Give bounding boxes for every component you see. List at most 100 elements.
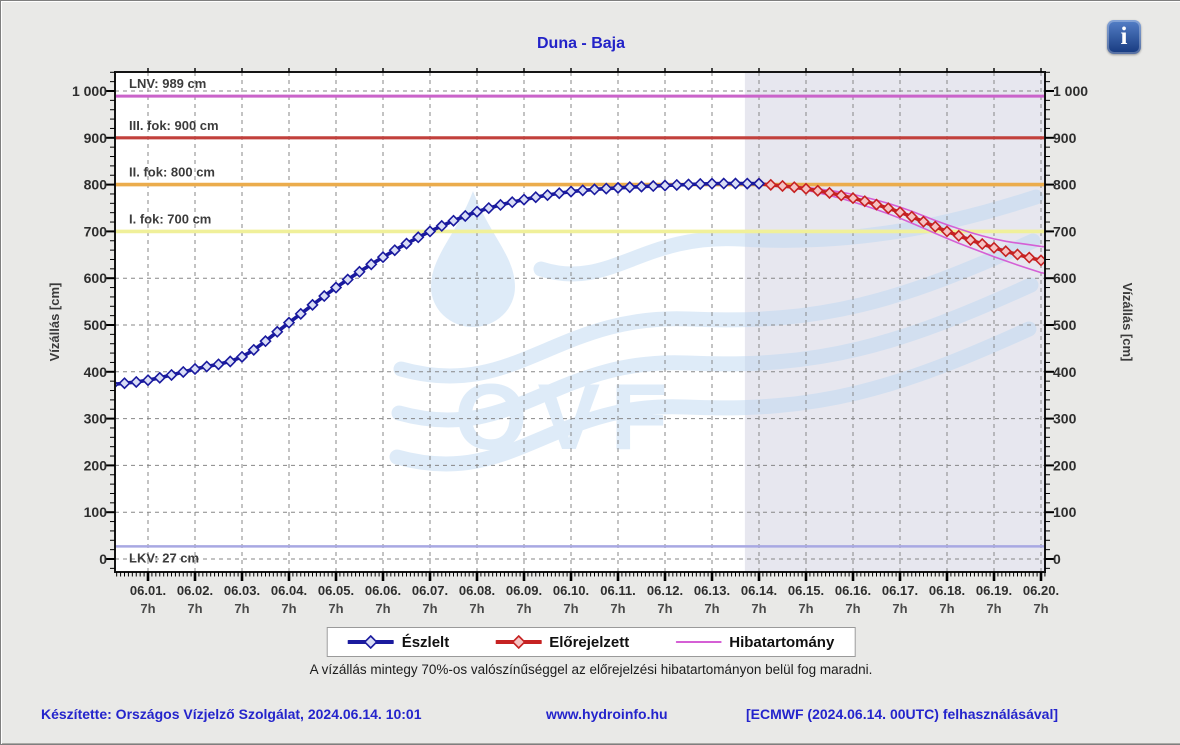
svg-text:900: 900 <box>84 130 108 146</box>
svg-text:1 000: 1 000 <box>72 83 107 99</box>
y-axis-title-right: Vízállás [cm] <box>1120 283 1135 362</box>
legend: Észlelt Előrejelzett Hibatartomány <box>326 627 856 657</box>
reference-lines: LNV: 989 cm III. fok: 900 cm II. fok: 800 … <box>115 76 1045 565</box>
svg-text:200: 200 <box>1053 457 1077 473</box>
svg-text:7h: 7h <box>986 601 1001 616</box>
svg-text:7h: 7h <box>751 601 766 616</box>
svg-text:800: 800 <box>84 177 108 193</box>
svg-text:II. fok: 800 cm: II. fok: 800 cm <box>129 165 215 180</box>
svg-text:06.08.: 06.08. <box>459 583 495 598</box>
svg-text:06.07.: 06.07. <box>412 583 448 598</box>
svg-text:600: 600 <box>84 270 108 286</box>
legend-label: Hibatartomány <box>729 633 835 651</box>
svg-text:06.11.: 06.11. <box>600 583 635 598</box>
svg-text:7h: 7h <box>140 601 155 616</box>
svg-text:7h: 7h <box>845 601 860 616</box>
svg-text:700: 700 <box>1053 223 1077 239</box>
legend-marker-icon <box>347 635 394 649</box>
svg-text:06.17.: 06.17. <box>882 583 918 598</box>
svg-text:LNV: 989 cm: LNV: 989 cm <box>129 76 206 91</box>
plot-background <box>115 72 1045 572</box>
info-icon[interactable]: i <box>1107 20 1141 54</box>
svg-text:06.02.: 06.02. <box>177 583 213 598</box>
svg-text:700: 700 <box>84 223 108 239</box>
svg-text:900: 900 <box>1053 130 1077 146</box>
svg-text:7h: 7h <box>798 601 813 616</box>
svg-text:LKV: 27 cm: LKV: 27 cm <box>129 550 199 565</box>
series-lines <box>115 177 1045 390</box>
svg-text:200: 200 <box>84 457 108 473</box>
wave-icon <box>533 189 1044 282</box>
svg-text:III. fok: 900 cm: III. fok: 900 cm <box>129 118 219 133</box>
svg-text:06.20.: 06.20. <box>1023 583 1059 598</box>
svg-text:600: 600 <box>1053 270 1077 286</box>
svg-text:7h: 7h <box>422 601 437 616</box>
svg-text:06.04.: 06.04. <box>271 583 307 598</box>
svg-text:7h: 7h <box>939 601 954 616</box>
svg-text:800: 800 <box>1053 177 1077 193</box>
svg-text:06.05.: 06.05. <box>318 583 354 598</box>
svg-text:400: 400 <box>84 364 108 380</box>
svg-text:7h: 7h <box>187 601 202 616</box>
note-text: A vízállás mintegy 70%-os valószínűségge… <box>309 662 873 677</box>
svg-text:06.06.: 06.06. <box>365 583 401 598</box>
watermark-text: OVF <box>454 364 677 469</box>
axis-labels: 0 0 100 100 200 200 300 300 400 400 500 500 600 600 70… <box>72 83 1088 616</box>
footer: Készítette: Országos Vízjelző Szolgálat,… <box>1 706 1180 730</box>
legend-label: Észlelt <box>401 633 450 651</box>
svg-text:100: 100 <box>1053 504 1077 520</box>
svg-text:06.18.: 06.18. <box>929 583 965 598</box>
svg-text:500: 500 <box>84 317 108 333</box>
svg-text:500: 500 <box>1053 317 1077 333</box>
svg-text:7h: 7h <box>1033 601 1048 616</box>
svg-text:06.19.: 06.19. <box>976 583 1012 598</box>
legend-item: Hibatartomány <box>675 634 834 651</box>
svg-text:7h: 7h <box>375 601 390 616</box>
footer-made-by: Készítette: Országos Vízjelző Szolgálat,… <box>41 706 422 722</box>
svg-text:06.01.: 06.01. <box>130 583 166 598</box>
legend-item: Előrejelzett <box>495 634 629 651</box>
legend-item: Észlelt <box>347 633 450 651</box>
chart-plot: OVF LNV: 989 cm III. fok: 900 cm II. fok: … <box>47 68 1135 616</box>
wave-icon <box>391 277 1039 428</box>
footer-source: [ECMWF (2024.06.14. 00UTC) felhasználásá… <box>746 706 1059 722</box>
ovf-watermark: OVF <box>389 189 1044 472</box>
svg-text:06.15.: 06.15. <box>788 583 824 598</box>
legend-label: Előrejelzett <box>549 633 630 651</box>
svg-text:I. fok: 700 cm: I. fok: 700 cm <box>129 211 211 226</box>
svg-text:06.16.: 06.16. <box>835 583 871 598</box>
svg-text:06.09.: 06.09. <box>506 583 542 598</box>
wave-icon <box>393 233 1041 384</box>
legend-marker-icon <box>675 641 722 643</box>
svg-text:06.13.: 06.13. <box>694 583 730 598</box>
svg-text:7h: 7h <box>704 601 719 616</box>
footer-website: www.hydroinfo.hu <box>546 706 668 722</box>
svg-text:7h: 7h <box>328 601 343 616</box>
svg-text:300: 300 <box>84 411 108 427</box>
svg-text:7h: 7h <box>610 601 625 616</box>
svg-text:1 000: 1 000 <box>1053 83 1088 99</box>
svg-text:300: 300 <box>1053 411 1077 427</box>
svg-text:7h: 7h <box>281 601 296 616</box>
svg-text:7h: 7h <box>234 601 249 616</box>
chart-title: Duna - Baja <box>536 35 625 52</box>
plot-border <box>114 71 1046 573</box>
svg-text:100: 100 <box>84 504 108 520</box>
svg-text:06.14.: 06.14. <box>741 583 777 598</box>
svg-text:06.12.: 06.12. <box>647 583 683 598</box>
y-axis-title-left: Vízállás [cm] <box>47 283 62 362</box>
svg-text:06.10.: 06.10. <box>553 583 589 598</box>
svg-text:0: 0 <box>1053 551 1061 567</box>
svg-text:7h: 7h <box>516 601 531 616</box>
svg-text:7h: 7h <box>563 601 578 616</box>
legend-marker-icon <box>495 635 542 649</box>
svg-text:7h: 7h <box>469 601 484 616</box>
axis-ticks <box>106 68 1054 581</box>
svg-text:06.03.: 06.03. <box>224 583 260 598</box>
svg-text:7h: 7h <box>657 601 672 616</box>
svg-text:0: 0 <box>99 551 107 567</box>
water-drop-icon <box>431 191 515 327</box>
wave-icon <box>389 321 1037 472</box>
svg-text:400: 400 <box>1053 364 1077 380</box>
